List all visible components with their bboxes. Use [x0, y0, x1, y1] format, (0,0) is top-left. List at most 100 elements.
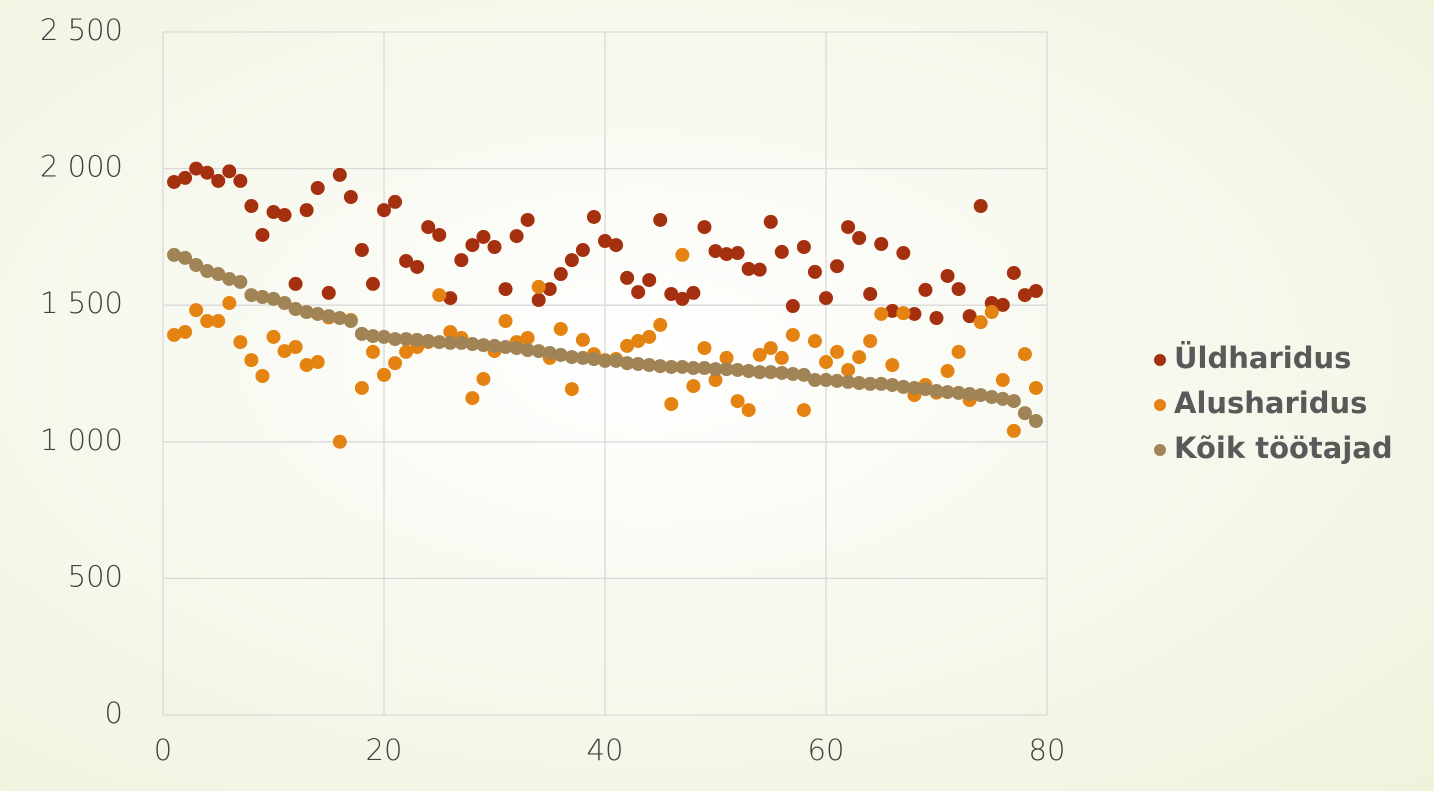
- point: [520, 330, 535, 345]
- point: [233, 173, 248, 188]
- point: [211, 173, 226, 188]
- point: [564, 382, 579, 397]
- point: [498, 282, 513, 297]
- point: [178, 250, 193, 265]
- point: [443, 291, 458, 306]
- point: [620, 356, 635, 371]
- point: [575, 350, 590, 365]
- point: [1028, 380, 1043, 395]
- point: [421, 333, 436, 348]
- point: [962, 386, 977, 401]
- point: [863, 376, 878, 391]
- point: [277, 296, 292, 311]
- point: [299, 358, 314, 373]
- point: [288, 276, 303, 291]
- point: [432, 227, 447, 242]
- point: [609, 353, 624, 368]
- point: [598, 233, 612, 248]
- legend-marker: [1154, 444, 1166, 456]
- point: [332, 167, 347, 182]
- point: [697, 361, 712, 376]
- point: [354, 243, 369, 258]
- point: [730, 362, 745, 377]
- point: [310, 180, 325, 195]
- point: [277, 208, 292, 223]
- point: [664, 397, 679, 412]
- point: [741, 364, 756, 379]
- point: [819, 291, 833, 306]
- point: [962, 309, 977, 324]
- x-tick-label: 60: [808, 733, 845, 767]
- point: [819, 355, 833, 370]
- point: [973, 199, 988, 214]
- point: [752, 347, 767, 362]
- point: [266, 329, 281, 344]
- point: [675, 247, 690, 262]
- point: [354, 380, 369, 395]
- point: [830, 373, 845, 388]
- point: [421, 220, 436, 235]
- point: [807, 333, 822, 348]
- point: [973, 388, 988, 403]
- point: [631, 356, 646, 371]
- point: [796, 240, 811, 255]
- point: [211, 314, 226, 329]
- point: [365, 276, 380, 291]
- point: [1017, 288, 1032, 303]
- point: [830, 344, 845, 359]
- point: [719, 247, 734, 262]
- point: [388, 194, 403, 209]
- point: [542, 282, 557, 297]
- legend-label: Üldharidus: [1174, 341, 1351, 375]
- point: [542, 346, 557, 361]
- point: [211, 267, 226, 282]
- point: [465, 336, 480, 351]
- point: [675, 359, 690, 374]
- point: [200, 264, 215, 279]
- point: [785, 367, 800, 382]
- point: [984, 389, 999, 404]
- point: [730, 394, 745, 409]
- point: [167, 174, 182, 189]
- point: [995, 297, 1010, 312]
- legend-label: Alusharidus: [1174, 386, 1367, 420]
- point: [686, 379, 701, 394]
- point: [454, 253, 469, 268]
- point: [852, 376, 867, 391]
- point: [365, 329, 380, 344]
- point: [1017, 406, 1032, 421]
- point: [609, 238, 624, 253]
- y-tick-label: 0: [105, 696, 123, 730]
- point: [664, 286, 679, 301]
- point: [664, 359, 679, 374]
- point: [586, 352, 601, 367]
- point: [774, 365, 789, 380]
- x-tick-label: 20: [366, 733, 403, 767]
- point: [222, 271, 237, 286]
- point: [354, 326, 369, 341]
- point: [432, 288, 447, 303]
- point: [266, 205, 281, 220]
- point: [553, 267, 568, 282]
- point: [553, 321, 568, 336]
- point: [973, 315, 988, 330]
- point: [995, 373, 1010, 388]
- point: [266, 291, 281, 306]
- point: [321, 285, 336, 300]
- point: [399, 332, 414, 347]
- point: [896, 306, 911, 321]
- point: [620, 270, 635, 285]
- point: [498, 314, 513, 329]
- point: [896, 379, 911, 394]
- point: [874, 237, 889, 252]
- point: [874, 306, 889, 321]
- point: [520, 343, 535, 358]
- point: [476, 229, 491, 244]
- point: [564, 350, 579, 365]
- point: [332, 434, 347, 449]
- point: [686, 285, 701, 300]
- point: [796, 367, 811, 382]
- point: [575, 332, 590, 347]
- point: [189, 161, 204, 176]
